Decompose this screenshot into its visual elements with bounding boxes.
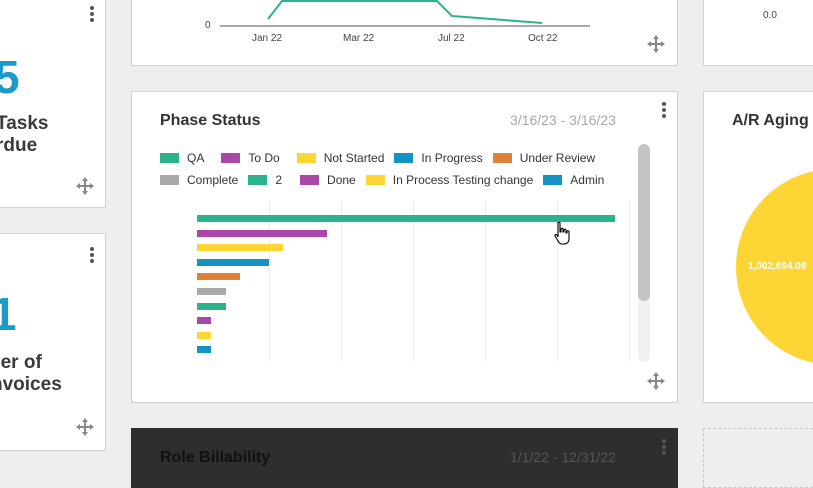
bar-complete[interactable] <box>197 288 226 295</box>
role-billability-card[interactable]: Role Billability 1/1/22 - 12/31/22 <box>131 428 678 488</box>
legend-item[interactable]: Under Review <box>492 151 596 165</box>
legend-swatch <box>365 175 385 185</box>
empty-widget-slot[interactable] <box>703 428 813 488</box>
legend-label: Complete <box>187 173 239 187</box>
legend-label: Done <box>327 173 356 187</box>
card-title: Role Billability <box>160 449 271 466</box>
card-menu-icon[interactable] <box>90 247 94 265</box>
hand-cursor-icon <box>554 221 570 245</box>
legend-label: QA <box>187 151 205 165</box>
x-tick-label: Mar 22 <box>343 33 375 44</box>
legend-swatch <box>543 175 563 185</box>
x-tick-label: Jan 22 <box>252 33 283 44</box>
scrollbar-thumb[interactable] <box>638 144 650 301</box>
ar-aging-card[interactable]: A/R Aging 1,002,694.08 <box>703 91 813 403</box>
kpi-invoices-value: 1 <box>0 291 17 337</box>
gridline <box>269 202 270 362</box>
drag-move-icon[interactable] <box>75 417 95 437</box>
y-tick-label: 0.0 <box>763 10 777 21</box>
gridline <box>557 202 558 362</box>
kpi-tasks-label-line2: rdue <box>0 135 38 156</box>
legend-row: Complete 2 Done In Process Testing chang… <box>160 169 630 191</box>
chart-legend: QA To Do Not Started In Progress Under R… <box>160 147 630 191</box>
legend-item[interactable]: Admin <box>543 173 604 187</box>
legend-item[interactable]: Complete <box>160 173 238 187</box>
date-range[interactable]: 1/1/22 - 12/31/22 <box>510 449 616 465</box>
bar-done[interactable] <box>197 317 211 324</box>
bar-2[interactable] <box>197 303 226 310</box>
bar-to-do[interactable] <box>197 230 327 237</box>
pie-value-label: 1,002,694.08 <box>748 261 807 272</box>
card-title: A/R Aging <box>732 112 809 129</box>
gridline <box>485 202 486 362</box>
kpi-tasks-overdue-card[interactable]: 5 Tasks rdue <box>0 0 106 208</box>
legend-swatch <box>300 175 320 185</box>
kpi-invoices-card[interactable]: 1 ber of nvoices <box>0 233 106 451</box>
right-top-card[interactable]: 0.0 <box>703 0 813 66</box>
legend-item[interactable]: In Progress <box>394 151 483 165</box>
kpi-invoices-label-line2: nvoices <box>0 374 62 395</box>
date-range[interactable]: 3/16/23 - 3/16/23 <box>510 112 616 128</box>
bar-in-progress[interactable] <box>197 259 269 266</box>
gridline <box>413 202 414 362</box>
legend-swatch <box>394 153 414 163</box>
kpi-tasks-value: 5 <box>0 54 20 100</box>
kpi-invoices-label-line1: ber of <box>0 352 42 373</box>
bar-qa[interactable] <box>197 215 615 222</box>
card-menu-icon[interactable] <box>662 439 666 457</box>
card-menu-icon[interactable] <box>662 102 666 120</box>
drag-move-icon[interactable] <box>646 371 666 391</box>
pie-slice <box>736 171 813 363</box>
ar-aging-pie-chart <box>736 171 813 363</box>
legend-swatch <box>296 153 316 163</box>
legend-swatch <box>492 153 512 163</box>
line-chart-card[interactable]: 0 Jan 22 Mar 22 Jul 22 Oct 22 <box>131 0 678 66</box>
legend-label: To Do <box>248 151 280 165</box>
x-tick-label: Jul 22 <box>438 33 465 44</box>
card-menu-icon[interactable] <box>90 6 94 24</box>
legend-item[interactable]: 2 <box>248 173 282 187</box>
legend-item[interactable]: Not Started <box>296 151 385 165</box>
x-tick-label: Oct 22 <box>528 33 558 44</box>
bar-not-started[interactable] <box>197 244 283 251</box>
legend-label: Under Review <box>519 151 596 165</box>
drag-move-icon[interactable] <box>75 176 95 196</box>
legend-label: 2 <box>275 173 283 187</box>
drag-move-icon[interactable] <box>646 34 666 54</box>
legend-item[interactable]: QA <box>160 151 204 165</box>
phase-status-card[interactable]: Phase Status 3/16/23 - 3/16/23 QA To Do … <box>131 91 678 403</box>
card-title: Phase Status <box>160 112 261 129</box>
line-chart <box>220 0 590 27</box>
legend-swatch <box>221 153 241 163</box>
legend-label: In Process Testing change <box>392 173 534 187</box>
legend-swatch <box>160 175 179 185</box>
legend-label: Not Started <box>323 151 385 165</box>
legend-swatch <box>248 175 268 185</box>
bar-under-review[interactable] <box>197 273 240 280</box>
legend-row: QA To Do Not Started In Progress Under R… <box>160 147 630 169</box>
bar-in-process-testing-change[interactable] <box>197 332 211 339</box>
gridline <box>341 202 342 362</box>
legend-item[interactable]: Done <box>300 173 356 187</box>
legend-swatch <box>160 153 179 163</box>
phase-status-bar-chart <box>197 202 630 362</box>
legend-item[interactable]: To Do <box>221 151 280 165</box>
line-series <box>267 0 543 24</box>
legend-label: In Progress <box>421 151 483 165</box>
kpi-tasks-label-line1: Tasks <box>0 113 49 134</box>
legend-item[interactable]: In Process Testing change <box>365 173 534 187</box>
bar-admin[interactable] <box>197 346 211 353</box>
legend-label: Admin <box>570 173 605 187</box>
chart-scrollbar[interactable] <box>638 144 650 362</box>
y-tick-label: 0 <box>205 20 211 31</box>
gridline <box>629 202 630 362</box>
